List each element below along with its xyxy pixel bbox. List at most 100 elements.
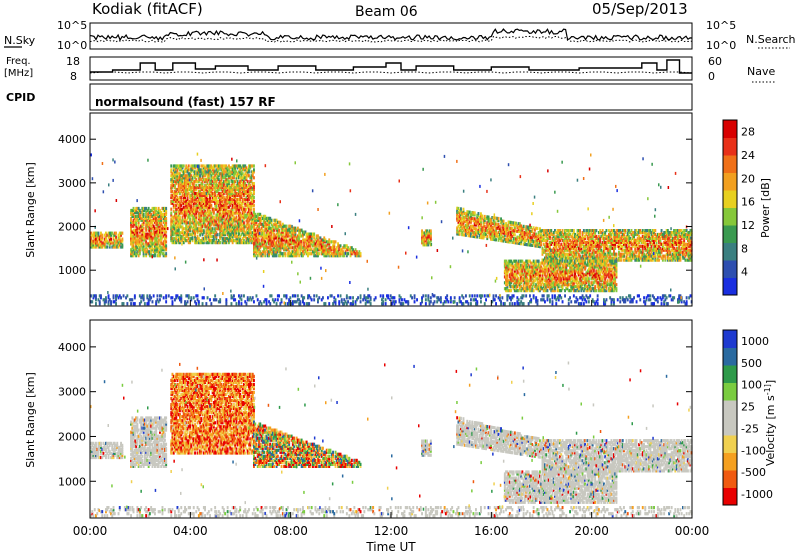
echo-cell	[233, 225, 235, 229]
echo-cell	[250, 180, 253, 184]
echo-cell	[141, 218, 144, 222]
echo-cell	[197, 229, 200, 233]
echo-cell	[246, 231, 249, 235]
echo-cell	[206, 166, 209, 170]
echo-cell	[150, 220, 153, 224]
echo-cell	[201, 237, 204, 241]
echo-cell	[190, 166, 193, 170]
echo-cell	[234, 223, 237, 227]
echo-cell	[192, 184, 195, 188]
echo-cell	[207, 233, 210, 237]
echo-cell	[197, 239, 200, 243]
echo-cell	[174, 193, 176, 197]
echo-cell	[202, 231, 205, 235]
echo-cell	[233, 170, 235, 174]
echo-cell	[217, 184, 220, 188]
echo-cell	[254, 222, 257, 226]
echo-cell	[182, 189, 185, 194]
echo-cell	[181, 227, 184, 231]
echo-cell	[181, 180, 184, 184]
echo-cell	[199, 211, 201, 215]
echo-cell	[148, 246, 151, 250]
echo-cell	[268, 246, 270, 250]
echo-cell	[175, 166, 178, 170]
echo-cell	[174, 203, 176, 207]
echo-cell	[132, 240, 135, 244]
echo-cell	[196, 205, 199, 209]
echo-cell	[241, 231, 244, 235]
echo-cell	[145, 224, 148, 228]
echo-cell	[264, 226, 267, 230]
echo-cell	[132, 218, 135, 222]
echo-cell	[165, 222, 168, 226]
echo-cell	[220, 199, 223, 203]
echo-cell	[224, 199, 227, 203]
echo-cell	[150, 226, 153, 230]
echo-cell	[138, 228, 141, 232]
echo-cell	[195, 213, 198, 217]
echo-cell	[151, 244, 154, 248]
echo-cell	[210, 199, 213, 203]
echo-cell	[199, 191, 201, 196]
echo-cell	[256, 212, 259, 216]
echo-cell	[254, 214, 257, 218]
echo-cell	[243, 176, 245, 180]
echo-cell	[265, 224, 268, 228]
echo-cell	[197, 227, 200, 231]
echo-cell	[205, 205, 208, 209]
echo-cell	[115, 245, 117, 249]
echo-cell	[225, 172, 228, 176]
echo-cell	[179, 223, 181, 227]
echo-cell	[226, 211, 229, 215]
echo-cell	[176, 178, 179, 182]
echo-cell	[239, 229, 242, 233]
echo-cell	[225, 191, 228, 196]
echo-cell	[236, 187, 239, 192]
echo-cell	[224, 205, 227, 209]
echo-cell	[230, 233, 233, 237]
echo-cell	[215, 231, 218, 235]
echo-cell	[184, 233, 186, 237]
echo-cell	[191, 227, 194, 231]
echo-cell	[177, 221, 180, 225]
echo-cell	[200, 199, 203, 203]
echo-cell	[228, 215, 230, 219]
echo-cell	[186, 176, 189, 180]
echo-cell	[239, 223, 242, 227]
echo-cell	[136, 246, 139, 250]
echo-cell	[152, 218, 155, 222]
echo-cell	[206, 229, 209, 233]
echo-cell	[209, 227, 211, 231]
echo-cell	[243, 187, 245, 192]
echo-cell	[171, 233, 174, 237]
echo-cell	[93, 239, 96, 243]
echo-cell	[190, 180, 193, 184]
echo-cell	[148, 250, 151, 254]
echo-cell	[117, 245, 120, 249]
echo-cell	[205, 201, 208, 205]
echo-cell	[240, 225, 243, 229]
echo-cell	[266, 222, 269, 226]
echo-cell	[260, 222, 263, 226]
echo-cell	[258, 218, 260, 222]
echo-cell	[142, 234, 145, 238]
echo-cell	[224, 186, 227, 190]
echo-cell	[152, 228, 155, 232]
echo-cell	[251, 201, 254, 205]
echo-cell	[165, 240, 168, 244]
echo-cell	[201, 209, 204, 213]
echo-cell	[136, 228, 139, 232]
echo-cell	[207, 184, 210, 188]
echo-cell	[250, 191, 253, 196]
echo-cell	[226, 191, 229, 196]
echo-cell	[148, 216, 151, 220]
echo-cell	[200, 227, 203, 231]
echo-cell	[189, 213, 191, 217]
echo-cell	[171, 186, 174, 190]
echo-cell	[259, 216, 262, 220]
echo-cell	[230, 201, 233, 205]
echo-cell	[170, 195, 173, 199]
echo-cell	[179, 241, 181, 245]
echo-cell	[175, 233, 178, 237]
